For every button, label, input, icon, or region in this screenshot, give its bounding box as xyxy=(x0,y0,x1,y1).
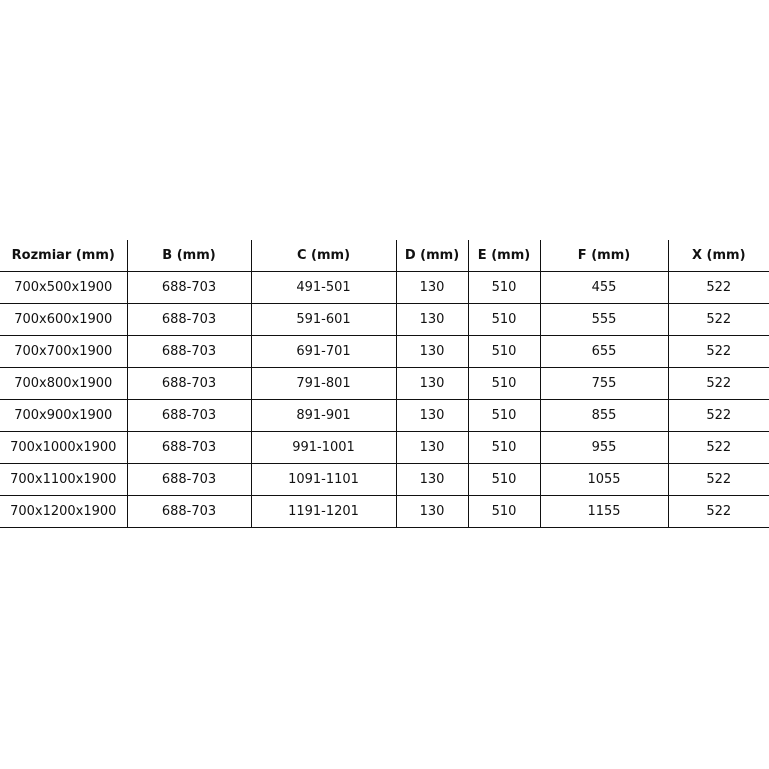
table-row: 700x700x1900 688-703 691-701 130 510 655 522 xyxy=(0,335,769,368)
table-cell: 130 xyxy=(395,431,468,464)
table-row: 700x500x1900 688-703 491-501 130 510 455 522 xyxy=(0,271,769,304)
table-row: 700x1000x1900 688-703 991-1001 130 510 955 522 xyxy=(0,431,769,464)
table-cell: 130 xyxy=(395,463,468,496)
table-cell: 700x1100x1900 xyxy=(0,463,127,496)
dimensions-table: Rozmiar (mm) B (mm) C (mm) D (mm) E (mm) F (m… xyxy=(0,240,769,528)
table-cell: 700x600x1900 xyxy=(0,303,127,336)
table-cell: 700x900x1900 xyxy=(0,399,127,432)
table-cell: 655 xyxy=(539,335,668,368)
table-cell: 522 xyxy=(667,303,769,336)
table-cell: 130 xyxy=(395,335,468,368)
table-cell: 700x500x1900 xyxy=(0,271,127,304)
table-cell: 130 xyxy=(395,271,468,304)
table-cell: 1191-1201 xyxy=(250,495,396,528)
table-cell: 688-703 xyxy=(126,271,251,304)
table-cell: 791-801 xyxy=(250,367,396,400)
table-row: 700x1100x1900 688-703 1091-1101 130 510 1055 5… xyxy=(0,463,769,496)
table-cell: 510 xyxy=(467,303,540,336)
table-cell: 700x800x1900 xyxy=(0,367,127,400)
table-cell: 130 xyxy=(395,303,468,336)
table-cell: 688-703 xyxy=(126,335,251,368)
header-row: Rozmiar (mm) B (mm) C (mm) D (mm) E (mm) F (m… xyxy=(0,240,769,272)
table-cell: 510 xyxy=(467,271,540,304)
table-cell: 510 xyxy=(467,335,540,368)
table-cell: 130 xyxy=(395,367,468,400)
table-cell: 1055 xyxy=(539,463,668,496)
column-header: C (mm) xyxy=(250,240,396,272)
table-cell: 130 xyxy=(395,399,468,432)
table-cell: 991-1001 xyxy=(250,431,396,464)
table-cell: 688-703 xyxy=(126,303,251,336)
table-row: 700x600x1900 688-703 591-601 130 510 555 522 xyxy=(0,303,769,336)
table-cell: 522 xyxy=(667,367,769,400)
table-row: 700x900x1900 688-703 891-901 130 510 855 522 xyxy=(0,399,769,432)
table-cell: 522 xyxy=(667,399,769,432)
table-cell: 700x1000x1900 xyxy=(0,431,127,464)
table-cell: 130 xyxy=(395,495,468,528)
table-cell: 691-701 xyxy=(250,335,396,368)
table-cell: 555 xyxy=(539,303,668,336)
column-header: D (mm) xyxy=(395,240,468,272)
table-cell: 688-703 xyxy=(126,495,251,528)
table-cell: 510 xyxy=(467,463,540,496)
table-cell: 591-601 xyxy=(250,303,396,336)
table-row: 700x800x1900 688-703 791-801 130 510 755 522 xyxy=(0,367,769,400)
table-cell: 522 xyxy=(667,335,769,368)
table-cell: 510 xyxy=(467,431,540,464)
table-cell: 455 xyxy=(539,271,668,304)
table-cell: 522 xyxy=(667,495,769,528)
table-cell: 700x1200x1900 xyxy=(0,495,127,528)
table-cell: 855 xyxy=(539,399,668,432)
column-header: Rozmiar (mm) xyxy=(0,240,127,272)
table-body: 700x500x1900 688-703 491-501 130 510 455 522 70… xyxy=(0,271,769,528)
table-cell: 522 xyxy=(667,271,769,304)
table-cell: 688-703 xyxy=(126,463,251,496)
table-cell: 955 xyxy=(539,431,668,464)
table-cell: 688-703 xyxy=(126,367,251,400)
table-cell: 1155 xyxy=(539,495,668,528)
table-cell: 891-901 xyxy=(250,399,396,432)
column-header: X (mm) xyxy=(667,240,769,272)
table-cell: 700x700x1900 xyxy=(0,335,127,368)
table-row: 700x1200x1900 688-703 1191-1201 130 510 1155 5… xyxy=(0,495,769,528)
column-header: E (mm) xyxy=(467,240,540,272)
table-cell: 522 xyxy=(667,431,769,464)
table-cell: 510 xyxy=(467,495,540,528)
table-cell: 755 xyxy=(539,367,668,400)
column-header: F (mm) xyxy=(539,240,668,272)
table-cell: 510 xyxy=(467,367,540,400)
table-cell: 688-703 xyxy=(126,431,251,464)
table-cell: 688-703 xyxy=(126,399,251,432)
table-cell: 522 xyxy=(667,463,769,496)
column-header: B (mm) xyxy=(126,240,251,272)
table-cell: 1091-1101 xyxy=(250,463,396,496)
table-cell: 491-501 xyxy=(250,271,396,304)
table-cell: 510 xyxy=(467,399,540,432)
